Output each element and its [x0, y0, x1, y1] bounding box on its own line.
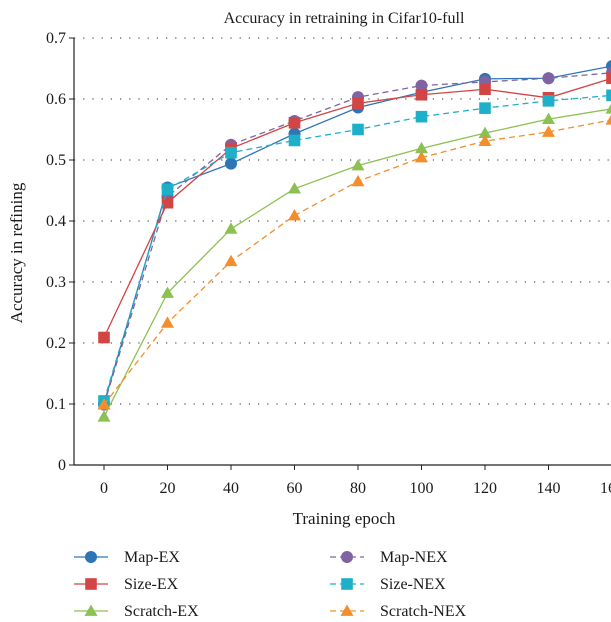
- data-point: [288, 182, 301, 194]
- data-point: [351, 174, 365, 187]
- data-point: [97, 410, 111, 422]
- series-map-ex: [98, 60, 611, 410]
- data-point: [85, 578, 97, 590]
- legend-label: Size-EX: [124, 576, 179, 593]
- data-point: [84, 604, 98, 616]
- legend-item-scratch-ex: Scratch-EX: [74, 603, 199, 620]
- series-layer: [97, 60, 611, 422]
- data-point: [479, 102, 491, 114]
- x-tick-label: 20: [160, 480, 176, 497]
- data-point: [340, 604, 354, 616]
- x-tick-label: 140: [537, 480, 561, 497]
- series-scratch-ex: [97, 104, 611, 422]
- x-axis-ticks: 0 20 40 60 80 100 120 140 160: [100, 465, 611, 497]
- legend-label: Size-NEX: [380, 576, 446, 593]
- x-tick-label: 60: [287, 480, 303, 497]
- y-tick-label: 0: [58, 457, 66, 474]
- data-point: [225, 157, 237, 170]
- x-tick-label: 120: [473, 480, 497, 497]
- series-size-nex: [98, 89, 611, 407]
- data-point: [542, 72, 555, 85]
- data-point: [478, 134, 492, 146]
- y-axis-ticks: 0 0.1 0.2 0.3 0.4 0.5 0.6 0.7: [46, 30, 74, 474]
- x-axis-title: Training epoch: [293, 509, 396, 528]
- data-point: [415, 141, 428, 154]
- y-tick-label: 0.4: [46, 213, 66, 230]
- y-tick-label: 0.1: [46, 396, 66, 413]
- series-size-ex: [98, 72, 611, 344]
- x-tick-label: 100: [410, 480, 434, 497]
- data-point: [288, 209, 301, 221]
- legend: Map-EX Size-EX Scratch-EX Map-NEX Size-NEX Sc…: [74, 549, 467, 620]
- data-point: [415, 151, 428, 163]
- data-point: [605, 104, 611, 114]
- data-point: [288, 116, 301, 129]
- y-tick-label: 0.6: [46, 91, 66, 108]
- data-point: [98, 331, 110, 344]
- data-point: [351, 158, 365, 171]
- data-point: [341, 551, 353, 563]
- legend-item-size-nex: Size-NEX: [330, 576, 446, 593]
- x-tick-label: 160: [600, 480, 611, 497]
- x-tick-label: 80: [350, 480, 366, 497]
- data-point: [479, 83, 491, 96]
- x-tick-label: 40: [223, 480, 239, 497]
- data-point: [606, 72, 611, 85]
- legend-label: Scratch-EX: [124, 603, 199, 620]
- data-point: [415, 88, 428, 101]
- legend-item-map-nex: Map-NEX: [330, 549, 448, 566]
- series-line: [103, 77, 611, 338]
- data-point: [605, 114, 611, 125]
- legend-item-map-ex: Map-EX: [74, 549, 180, 566]
- data-point: [352, 123, 364, 136]
- series-line: [103, 94, 611, 402]
- series-line: [103, 108, 611, 418]
- legend-label: Map-NEX: [380, 549, 448, 566]
- y-tick-label: 0.3: [46, 274, 66, 291]
- series-map-nex: [98, 66, 611, 411]
- axes: [73, 38, 611, 466]
- y-tick-label: 0.7: [46, 30, 66, 47]
- series-line: [103, 65, 611, 404]
- data-point: [542, 112, 555, 125]
- chart-title: Accuracy in retraining in Cifar10-full: [224, 10, 465, 27]
- data-point: [415, 110, 428, 123]
- data-point: [225, 146, 237, 159]
- data-point: [478, 126, 492, 139]
- data-point: [85, 551, 97, 563]
- grid: [74, 37, 611, 405]
- data-point: [224, 254, 238, 267]
- data-point: [161, 286, 174, 298]
- y-axis-title: Accuracy in refining: [7, 182, 26, 323]
- data-point: [288, 134, 301, 147]
- data-point: [161, 316, 174, 328]
- legend-label: Map-EX: [124, 549, 180, 566]
- data-point: [352, 97, 364, 110]
- data-point: [415, 79, 428, 92]
- series-scratch-nex: [97, 114, 611, 410]
- data-point: [224, 222, 238, 234]
- data-point: [97, 398, 111, 410]
- y-tick-label: 0.5: [46, 152, 66, 169]
- data-point: [161, 183, 174, 196]
- legend-item-size-ex: Size-EX: [74, 576, 179, 593]
- data-point: [542, 125, 555, 137]
- y-tick-label: 0.2: [46, 335, 66, 352]
- data-point: [161, 196, 174, 209]
- data-point: [542, 95, 555, 107]
- legend-label: Scratch-NEX: [380, 603, 467, 620]
- x-tick-label: 0: [100, 480, 108, 497]
- legend-item-scratch-nex: Scratch-NEX: [330, 603, 467, 620]
- data-point: [341, 578, 353, 590]
- data-point: [606, 89, 611, 102]
